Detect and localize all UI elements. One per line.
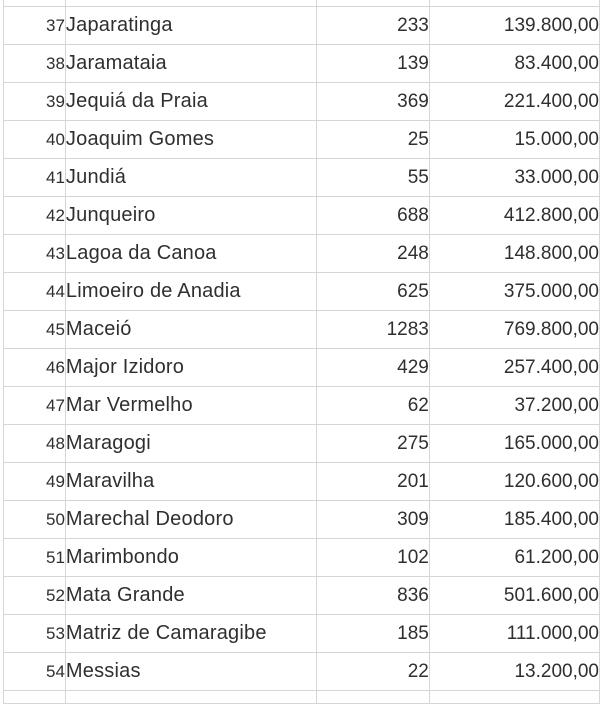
cell-municipality[interactable]: Maravilha bbox=[64, 462, 317, 501]
cell-value[interactable]: 185.400,00 bbox=[428, 500, 600, 539]
cell-value[interactable]: 501.600,00 bbox=[428, 576, 600, 615]
cell-value[interactable]: 221.400,00 bbox=[428, 82, 600, 121]
cell-municipality[interactable]: Japaratinga bbox=[64, 6, 317, 45]
cell-row-number[interactable]: 45 bbox=[3, 310, 66, 349]
cell-value[interactable]: 257.400,00 bbox=[428, 348, 600, 387]
table-row: 48 Maragogi 275 165.000,00 bbox=[3, 424, 600, 463]
cell-count[interactable]: 55 bbox=[315, 158, 430, 197]
cell-municipality[interactable]: Mata Grande bbox=[64, 576, 317, 615]
table-row: 37 Japaratinga 233 139.800,00 bbox=[3, 6, 600, 45]
cell-municipality[interactable]: Marechal Deodoro bbox=[64, 500, 317, 539]
table-row: 46 Major Izidoro 429 257.400,00 bbox=[3, 348, 600, 387]
cell-value[interactable]: 33.000,00 bbox=[428, 158, 600, 197]
cell-count[interactable]: 275 bbox=[315, 424, 430, 463]
cell-row-number[interactable]: 40 bbox=[3, 120, 66, 159]
cell-count[interactable]: 233 bbox=[315, 6, 430, 45]
cell-row-number[interactable]: 50 bbox=[3, 500, 66, 539]
cell-count[interactable]: 1283 bbox=[315, 310, 430, 349]
table-row: 53 Matriz de Camaragibe 185 111.000,00 bbox=[3, 614, 600, 653]
cell-count[interactable]: 625 bbox=[315, 272, 430, 311]
cell-count[interactable]: 185 bbox=[315, 614, 430, 653]
cell-count[interactable]: 309 bbox=[315, 500, 430, 539]
cell-count[interactable]: 688 bbox=[315, 196, 430, 235]
cell-value[interactable]: 148.800,00 bbox=[428, 234, 600, 273]
cell-value[interactable]: 15.000,00 bbox=[428, 120, 600, 159]
cell-count[interactable] bbox=[315, 690, 430, 704]
cell-municipality[interactable]: Limoeiro de Anadia bbox=[64, 272, 317, 311]
cell-row-number[interactable]: 48 bbox=[3, 424, 66, 463]
cell-municipality[interactable]: Maragogi bbox=[64, 424, 317, 463]
table-row: 51 Marimbondo 102 61.200,00 bbox=[3, 538, 600, 577]
cell-municipality[interactable]: Maceió bbox=[64, 310, 317, 349]
cell-row-number[interactable]: 46 bbox=[3, 348, 66, 387]
cell-value[interactable]: 37.200,00 bbox=[428, 386, 600, 425]
cell-row-number[interactable]: 49 bbox=[3, 462, 66, 501]
cell-count[interactable]: 836 bbox=[315, 576, 430, 615]
cell-value[interactable]: 412.800,00 bbox=[428, 196, 600, 235]
table-row: 47 Mar Vermelho 62 37.200,00 bbox=[3, 386, 600, 425]
cell-municipality[interactable] bbox=[64, 690, 317, 704]
cell-municipality[interactable]: Jundiá bbox=[64, 158, 317, 197]
cell-row-number[interactable]: 51 bbox=[3, 538, 66, 577]
cell-municipality[interactable]: Messias bbox=[64, 652, 317, 691]
cell-municipality[interactable]: Jaramataia bbox=[64, 44, 317, 83]
table-row: 50 Marechal Deodoro 309 185.400,00 bbox=[3, 500, 600, 539]
cell-value[interactable]: 83.400,00 bbox=[428, 44, 600, 83]
cell-count[interactable]: 429 bbox=[315, 348, 430, 387]
cell-value[interactable] bbox=[428, 690, 600, 704]
cell-value[interactable]: 375.000,00 bbox=[428, 272, 600, 311]
cell-municipality[interactable]: Junqueiro bbox=[64, 196, 317, 235]
table-row: 54 Messias 22 13.200,00 bbox=[3, 652, 600, 691]
cell-row-number[interactable]: 43 bbox=[3, 234, 66, 273]
cell-count[interactable]: 22 bbox=[315, 652, 430, 691]
cell-count[interactable]: 201 bbox=[315, 462, 430, 501]
cell-value[interactable]: 13.200,00 bbox=[428, 652, 600, 691]
cell-value[interactable]: 165.000,00 bbox=[428, 424, 600, 463]
table-row: 45 Maceió 1283 769.800,00 bbox=[3, 310, 600, 349]
table-row: 42 Junqueiro 688 412.800,00 bbox=[3, 196, 600, 235]
cell-row-number[interactable] bbox=[3, 690, 66, 704]
partial-row-bottom bbox=[3, 690, 600, 704]
cell-row-number[interactable]: 53 bbox=[3, 614, 66, 653]
cell-value[interactable]: 111.000,00 bbox=[428, 614, 600, 653]
table-row: 40 Joaquim Gomes 25 15.000,00 bbox=[3, 120, 600, 159]
cell-value[interactable]: 769.800,00 bbox=[428, 310, 600, 349]
cell-municipality[interactable]: Mar Vermelho bbox=[64, 386, 317, 425]
cell-municipality[interactable]: Lagoa da Canoa bbox=[64, 234, 317, 273]
cell-count[interactable]: 369 bbox=[315, 82, 430, 121]
table-row: 44 Limoeiro de Anadia 625 375.000,00 bbox=[3, 272, 600, 311]
cell-value[interactable]: 120.600,00 bbox=[428, 462, 600, 501]
cell-row-number[interactable]: 37 bbox=[3, 6, 66, 45]
cell-row-number[interactable]: 42 bbox=[3, 196, 66, 235]
table-row: 41 Jundiá 55 33.000,00 bbox=[3, 158, 600, 197]
table-row: 39 Jequiá da Praia 369 221.400,00 bbox=[3, 82, 600, 121]
cell-count[interactable]: 248 bbox=[315, 234, 430, 273]
table-row: 38 Jaramataia 139 83.400,00 bbox=[3, 44, 600, 83]
cell-municipality[interactable]: Major Izidoro bbox=[64, 348, 317, 387]
cell-row-number[interactable]: 47 bbox=[3, 386, 66, 425]
cell-row-number[interactable]: 44 bbox=[3, 272, 66, 311]
data-table: 37 Japaratinga 233 139.800,00 38 Jaramataia 13… bbox=[3, 0, 600, 704]
table-row: 49 Maravilha 201 120.600,00 bbox=[3, 462, 600, 501]
cell-row-number[interactable]: 39 bbox=[3, 82, 66, 121]
table-row: 43 Lagoa da Canoa 248 148.800,00 bbox=[3, 234, 600, 273]
cell-count[interactable]: 139 bbox=[315, 44, 430, 83]
cell-municipality[interactable]: Marimbondo bbox=[64, 538, 317, 577]
cell-count[interactable]: 102 bbox=[315, 538, 430, 577]
table-row: 52 Mata Grande 836 501.600,00 bbox=[3, 576, 600, 615]
cell-row-number[interactable]: 54 bbox=[3, 652, 66, 691]
cell-value[interactable]: 61.200,00 bbox=[428, 538, 600, 577]
spreadsheet-view: 37 Japaratinga 233 139.800,00 38 Jaramataia 13… bbox=[3, 0, 600, 704]
cell-municipality[interactable]: Joaquim Gomes bbox=[64, 120, 317, 159]
cell-row-number[interactable]: 52 bbox=[3, 576, 66, 615]
cell-municipality[interactable]: Jequiá da Praia bbox=[64, 82, 317, 121]
cell-row-number[interactable]: 38 bbox=[3, 44, 66, 83]
cell-municipality[interactable]: Matriz de Camaragibe bbox=[64, 614, 317, 653]
cell-count[interactable]: 25 bbox=[315, 120, 430, 159]
cell-count[interactable]: 62 bbox=[315, 386, 430, 425]
cell-row-number[interactable]: 41 bbox=[3, 158, 66, 197]
cell-value[interactable]: 139.800,00 bbox=[428, 6, 600, 45]
